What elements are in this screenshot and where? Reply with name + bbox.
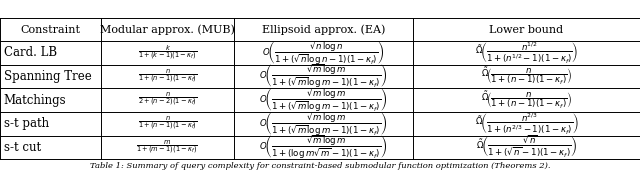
Text: $\frac{n}{2+(n-2)(1-\kappa_f)}$: $\frac{n}{2+(n-2)(1-\kappa_f)}$ xyxy=(138,91,197,109)
Text: Spanning Tree: Spanning Tree xyxy=(4,70,92,83)
Text: $\frac{n}{1+(n-1)(1-\kappa_f)}$: $\frac{n}{1+(n-1)(1-\kappa_f)}$ xyxy=(138,67,197,86)
Text: Table 1: Summary of query complexity for constraint-based submodular function op: Table 1: Summary of query complexity for… xyxy=(90,162,550,170)
Text: $\frac{n}{1+(n-1)(1-\kappa_f)}$: $\frac{n}{1+(n-1)(1-\kappa_f)}$ xyxy=(138,114,197,133)
Text: $\tilde{\Omega}\!\left(\dfrac{n^{2/3}}{1+(n^{2/3}-1)(1-\kappa_f)}\right)$: $\tilde{\Omega}\!\left(\dfrac{n^{2/3}}{1… xyxy=(475,111,578,136)
Text: $\frac{m}{1+(m-1)(1-\kappa_f)}$: $\frac{m}{1+(m-1)(1-\kappa_f)}$ xyxy=(136,138,198,157)
Text: $\tilde{\Omega}\!\left(\dfrac{n}{1+(n-1)(1-\kappa_f)}\right)$: $\tilde{\Omega}\!\left(\dfrac{n}{1+(n-1)… xyxy=(481,89,572,111)
Text: $O\!\left(\dfrac{\sqrt{n}\log n}{1+(\sqrt{n}\log n-1)(1-\kappa_f)}\right)$: $O\!\left(\dfrac{\sqrt{n}\log n}{1+(\sqr… xyxy=(262,39,385,67)
Text: $\tilde{\Omega}\!\left(\dfrac{n^{1/2}}{1+(n^{1/2}-1)(1-\kappa_f)}\right)$: $\tilde{\Omega}\!\left(\dfrac{n^{1/2}}{1… xyxy=(475,40,578,65)
Text: $\tilde{\Omega}\!\left(\dfrac{\sqrt{n}}{1+(\sqrt{n}-1)(1-\kappa_f)}\right)$: $\tilde{\Omega}\!\left(\dfrac{\sqrt{n}}{… xyxy=(476,134,577,160)
Text: Modular approx. (MUB): Modular approx. (MUB) xyxy=(100,24,235,35)
Text: $O\!\left(\dfrac{\sqrt{m}\log m}{1+(\log m\sqrt{m}-1)(1-\kappa_f)}\right)$: $O\!\left(\dfrac{\sqrt{m}\log m}{1+(\log… xyxy=(259,133,387,161)
Text: Matchings: Matchings xyxy=(4,94,67,106)
Text: s-t cut: s-t cut xyxy=(4,141,41,154)
Text: Constraint: Constraint xyxy=(20,25,81,35)
Text: $O\!\left(\dfrac{\sqrt{m}\log m}{1+(\sqrt{m}\log m-1)(1-\kappa_f)}\right)$: $O\!\left(\dfrac{\sqrt{m}\log m}{1+(\sqr… xyxy=(259,86,387,114)
Text: Lower bound: Lower bound xyxy=(490,25,563,35)
Text: Card. LB: Card. LB xyxy=(4,46,57,59)
Text: $O\!\left(\dfrac{\sqrt{m}\log m}{1+(\sqrt{m}\log m-1)(1-\kappa_f)}\right)$: $O\!\left(\dfrac{\sqrt{m}\log m}{1+(\sqr… xyxy=(259,110,387,138)
Text: s-t path: s-t path xyxy=(4,117,49,130)
Text: Ellipsoid approx. (EA): Ellipsoid approx. (EA) xyxy=(262,24,385,35)
Text: $\tilde{\Omega}\!\left(\dfrac{n}{1+(n-1)(1-\kappa_f)}\right)$: $\tilde{\Omega}\!\left(\dfrac{n}{1+(n-1)… xyxy=(481,66,572,87)
Text: $O\!\left(\dfrac{\sqrt{m}\log m}{1+(\sqrt{m}\log m-1)(1-\kappa_f)}\right)$: $O\!\left(\dfrac{\sqrt{m}\log m}{1+(\sqr… xyxy=(259,62,387,90)
Text: $\frac{k}{1+(k-1)(1-\kappa_f)}$: $\frac{k}{1+(k-1)(1-\kappa_f)}$ xyxy=(138,43,197,62)
